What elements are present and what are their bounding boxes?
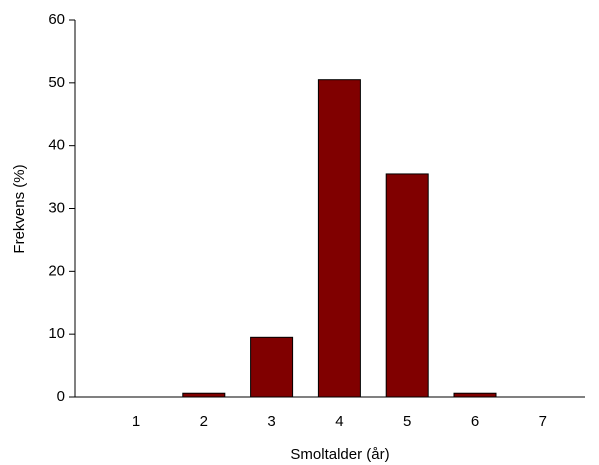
x-tick-label: 1 [132,413,140,430]
bar [317,79,361,398]
x-tick-label: 4 [335,413,343,430]
y-tick-label: 10 [48,325,65,342]
bar [385,173,429,398]
x-tick-label: 3 [267,413,275,430]
y-tick-label: 30 [48,199,65,216]
y-tick-label: 50 [48,74,65,91]
y-axis-label: Frekvens (%) [11,164,28,253]
x-axis-label: Smoltalder (år) [290,446,389,463]
x-tick-label: 7 [539,413,547,430]
y-tick-label: 60 [48,11,65,28]
x-tick-label: 5 [403,413,411,430]
y-tick-label: 20 [48,262,65,279]
bar [250,336,294,398]
x-tick-label: 2 [200,413,208,430]
bar [453,392,497,398]
bar [182,392,226,398]
y-tick-label: 0 [57,388,65,405]
y-tick-label: 40 [48,137,65,154]
x-tick-label: 6 [471,413,479,430]
